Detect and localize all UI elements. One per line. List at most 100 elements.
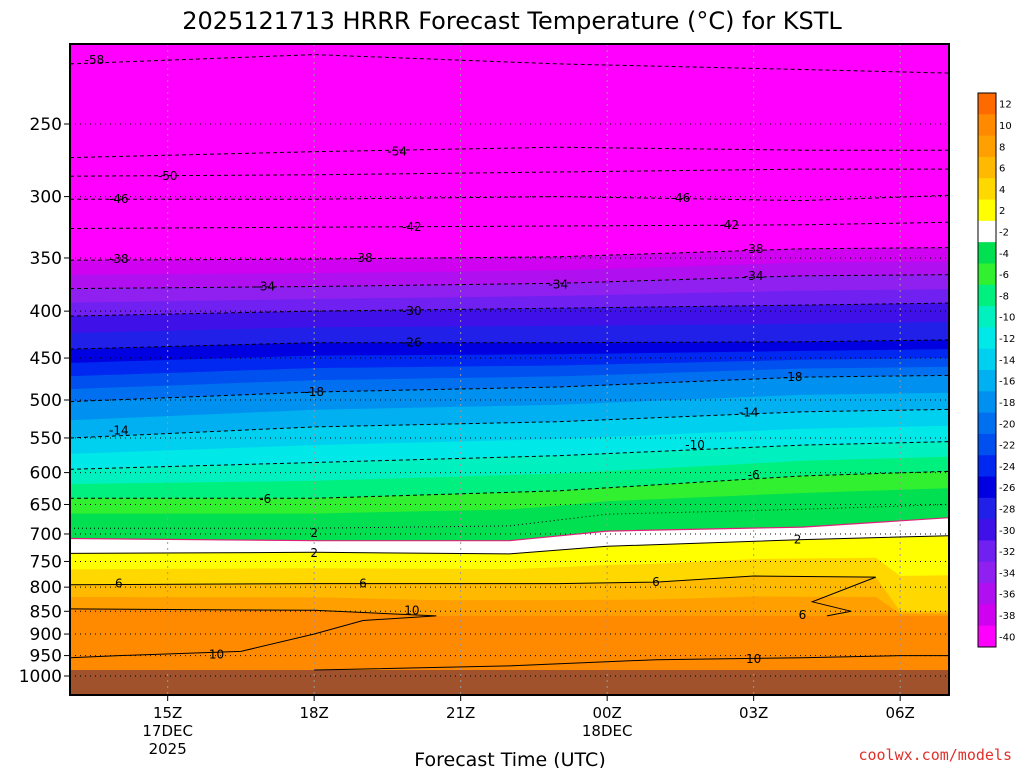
- y-tick-label: 900: [30, 625, 62, 645]
- colorbar-tick-label: -36: [999, 590, 1015, 601]
- plot-area: -58 -54 -50 -46 -46 -42 -42 -38 -38 -38 -34 -34 -34 -…: [70, 44, 949, 695]
- colorbar-swatch: [978, 370, 996, 392]
- colorbar-tick-label: -8: [999, 291, 1009, 302]
- y-tick-label: 650: [30, 495, 62, 515]
- colorbar-tick-label: -34: [999, 568, 1015, 579]
- colorbar-tick-label: -30: [999, 526, 1015, 537]
- contour-label: 2: [310, 526, 318, 540]
- colorbar-swatch: [978, 242, 996, 264]
- contour-line: [70, 221, 949, 229]
- colorbar-swatch: [978, 284, 996, 307]
- colorbar-swatch: [978, 455, 996, 478]
- plot-frame: [69, 43, 950, 696]
- y-tick-label: 500: [30, 391, 62, 411]
- colorbar-tick-label: -40: [999, 632, 1015, 643]
- contour-label: -46: [671, 191, 691, 205]
- y-tick-label: 1000: [19, 667, 62, 687]
- contour-labels: -58 -54 -50 -46 -46 -42 -42 -38 -38 -38 -34 -34 -34 -…: [85, 53, 807, 666]
- contour-line: [70, 54, 949, 74]
- contour-label: 10: [404, 603, 419, 617]
- colorbar: 12 10 8 6 4 2 -2 -4 -6 -8 -10 -12 -14 -16 -18 -20 -22 -24…: [977, 92, 1015, 648]
- contour-label: -18: [304, 385, 324, 399]
- contour-label: -14: [739, 406, 759, 420]
- colorbar-swatch: [978, 433, 996, 456]
- colorbar-swatch: [978, 114, 996, 137]
- contour-label: -30: [402, 304, 422, 318]
- contour-label: -18: [783, 370, 803, 384]
- contour-label: -42: [402, 220, 422, 234]
- credit-link[interactable]: coolwx.com/models: [858, 746, 1012, 764]
- contour-line: [70, 168, 949, 177]
- y-tick-label: 400: [30, 302, 62, 322]
- contour-label: -46: [109, 192, 129, 206]
- colorbar-tick-label: -20: [999, 419, 1015, 430]
- contour-line: [70, 302, 949, 317]
- colorbar-tick-label: 4: [999, 185, 1005, 196]
- colorbar-swatch: [978, 178, 996, 201]
- contour-label: 10: [746, 652, 761, 666]
- ground-fill: [70, 669, 949, 695]
- colorbar-swatch: [978, 625, 996, 648]
- contour-label: -14: [109, 424, 129, 438]
- y-tick-label: 550: [30, 429, 62, 449]
- x-tick-label: 06Z: [885, 704, 914, 722]
- contour-label: -38: [353, 251, 373, 265]
- x-tick-sublabel: 17DEC: [142, 722, 193, 740]
- colorbar-tick-label: -14: [999, 355, 1015, 366]
- y-tick-label: 350: [30, 249, 62, 269]
- contour-label: -34: [256, 280, 276, 294]
- colorbar-tick-label: 10: [999, 121, 1012, 132]
- colorbar-tick-label: -24: [999, 462, 1015, 473]
- contour-line: [70, 441, 949, 470]
- y-tick-label: 800: [30, 578, 62, 598]
- contour-line: [70, 339, 949, 350]
- y-tick-label: 250: [30, 115, 62, 135]
- contour-line: [70, 535, 949, 555]
- colorbar-tick-label: -38: [999, 611, 1015, 622]
- y-tick-label: 300: [30, 188, 62, 208]
- grid: [70, 44, 949, 695]
- contour-line: [70, 274, 949, 290]
- colorbar-tick-label: 6: [999, 164, 1005, 175]
- colorbar-swatch: [978, 327, 996, 350]
- colorbar-swatch: [978, 583, 996, 605]
- contour-line: [70, 408, 949, 439]
- contour-label: 2: [310, 546, 318, 560]
- colorbar-tick-label: 8: [999, 142, 1005, 153]
- colorbar-tick-label: -28: [999, 505, 1015, 516]
- contour-label: 6: [115, 577, 123, 591]
- y-axis: 250 300 350 400 450 500 550 600 650 700 750 800 850 9…: [19, 115, 70, 687]
- y-tick-label: 950: [30, 647, 62, 667]
- contour-line: [314, 655, 949, 671]
- colorbar-frame: [977, 92, 997, 648]
- colorbar-swatch: [978, 391, 996, 414]
- contour-label: -6: [259, 492, 271, 506]
- contour-label: 6: [799, 608, 807, 622]
- colorbar-tick-label: -6: [999, 270, 1009, 281]
- contour-line: [70, 194, 949, 202]
- x-tick-sublabel: 2025: [149, 740, 187, 758]
- contour-label: -34: [549, 277, 569, 291]
- x-tick-label: 00Z: [592, 704, 621, 722]
- colorbar-tick-label: -18: [999, 398, 1015, 409]
- colorbar-swatch: [978, 604, 996, 627]
- colorbar-tick-label: -16: [999, 377, 1015, 388]
- chart-title: 2025121713 HRRR Forecast Temperature (°C…: [182, 7, 842, 35]
- colorbar-tick-label: -22: [999, 441, 1015, 452]
- colorbar-swatch: [978, 476, 996, 499]
- colorbar-tick-label: -12: [999, 334, 1015, 345]
- colorbar-swatch: [978, 93, 996, 115]
- contour-label: -38: [109, 252, 129, 266]
- y-tick-label: 850: [30, 602, 62, 622]
- contour-label: 6: [652, 575, 660, 589]
- contour-line: [70, 470, 949, 499]
- x-axis-label: Forecast Time (UTC): [414, 749, 605, 768]
- contour-line: [70, 247, 949, 261]
- colorbar-tick-label: -4: [999, 249, 1009, 260]
- contour-label: -50: [158, 169, 178, 183]
- colorbar-swatch: [978, 497, 996, 520]
- colorbar-swatch: [978, 561, 996, 584]
- contour-line: [70, 504, 949, 529]
- x-tick-label: 03Z: [739, 704, 768, 722]
